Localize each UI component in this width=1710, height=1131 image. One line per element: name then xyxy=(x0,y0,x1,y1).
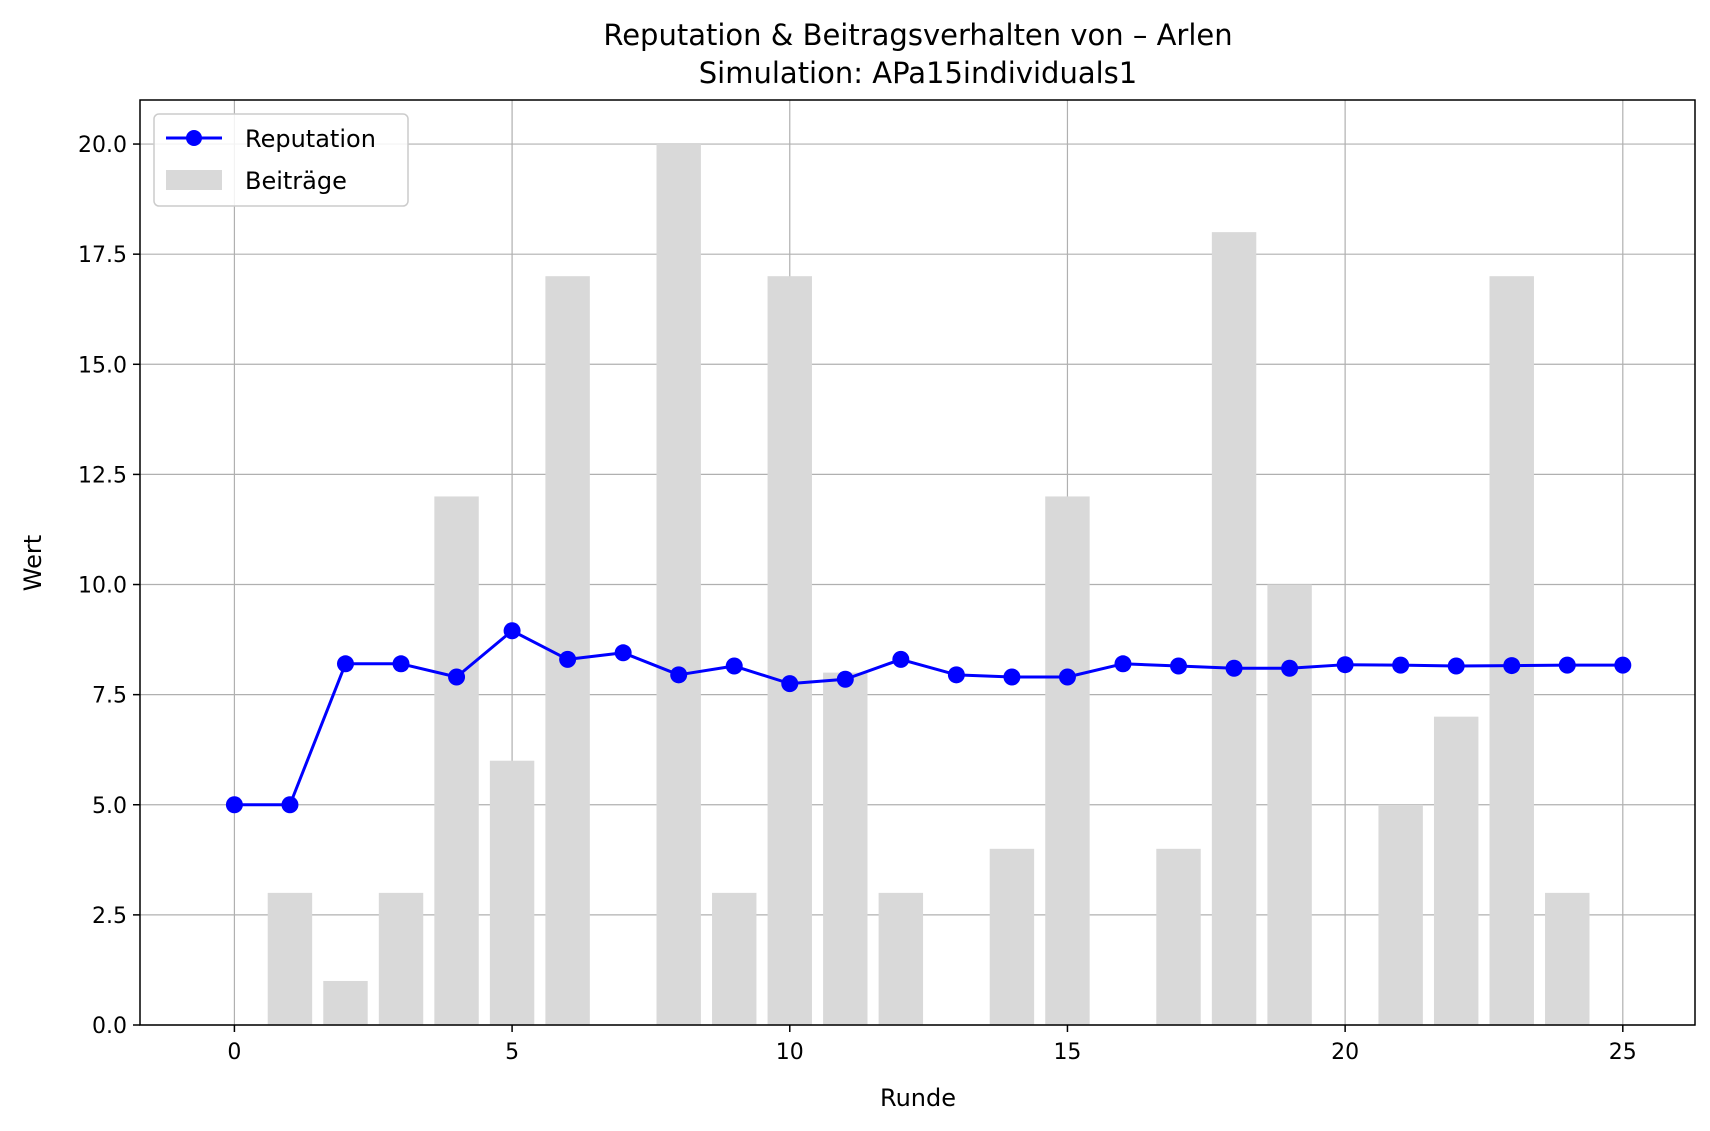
y-tick-label: 0.0 xyxy=(92,1014,127,1039)
legend-beitraege-swatch xyxy=(166,170,222,190)
line-series-reputation xyxy=(225,622,1632,814)
reputation-point xyxy=(281,796,299,814)
chart-subtitle: Simulation: APa15individuals1 xyxy=(699,56,1137,90)
x-tick-label: 5 xyxy=(505,1040,519,1065)
reputation-point xyxy=(225,796,243,814)
y-tick-label: 7.5 xyxy=(92,684,127,709)
reputation-point xyxy=(1058,668,1076,686)
bar-beitrag xyxy=(656,144,701,1026)
bar-beitrag xyxy=(267,892,313,1025)
reputation-point xyxy=(559,650,577,668)
y-tick-label: 15.0 xyxy=(78,353,127,378)
reputation-point xyxy=(1281,659,1299,677)
x-tick-label: 15 xyxy=(1053,1040,1081,1065)
bar-series-beitraege xyxy=(267,144,1590,1026)
y-ticks: 0.0 2.5 5.0 7.5 10.0 12.5 15.0 17.5 20.0 xyxy=(78,133,140,1039)
x-tick-label: 20 xyxy=(1331,1040,1359,1065)
reputation-point xyxy=(781,675,799,693)
legend-beitraege-label: Beiträge xyxy=(245,167,347,195)
y-axis-label: Wert xyxy=(19,535,47,591)
bar-beitrag xyxy=(1156,848,1201,1025)
bar-beitrag xyxy=(1489,276,1534,1025)
reputation-point xyxy=(1336,656,1354,674)
y-tick-label: 5.0 xyxy=(92,794,127,819)
x-tick-label: 10 xyxy=(776,1040,804,1065)
reputation-point xyxy=(725,657,743,675)
reputation-point xyxy=(1614,656,1632,674)
reputation-point xyxy=(1503,657,1521,675)
reputation-point xyxy=(836,670,854,688)
bar-beitrag xyxy=(1545,892,1590,1025)
reputation-point xyxy=(614,644,632,662)
reputation-point xyxy=(392,655,410,673)
reputation-point xyxy=(1447,657,1465,675)
chart-title: Reputation & Beitragsverhalten von – Arl… xyxy=(603,18,1232,52)
bar-beitrag xyxy=(1045,496,1090,1025)
x-tick-label: 25 xyxy=(1609,1040,1637,1065)
reputation-point xyxy=(1170,657,1188,675)
bar-beitrag xyxy=(989,848,1035,1025)
bar-beitrag xyxy=(878,892,924,1025)
legend-reputation-marker xyxy=(186,130,202,146)
y-tick-label: 2.5 xyxy=(92,904,127,929)
y-tick-label: 20.0 xyxy=(78,133,127,158)
plot-frame xyxy=(139,99,1696,1026)
reputation-point xyxy=(1392,656,1410,674)
reputation-point xyxy=(670,666,688,684)
bar-beitrag xyxy=(323,980,368,1025)
bar-beitrag xyxy=(1378,804,1423,1025)
bar-beitrag xyxy=(1267,584,1312,1025)
y-tick-label: 12.5 xyxy=(78,463,127,488)
x-axis-label: Runde xyxy=(880,1084,956,1112)
reputation-point xyxy=(503,622,521,640)
x-tick-label: 0 xyxy=(227,1040,241,1065)
bar-beitrag xyxy=(489,760,535,1025)
bar-beitrag xyxy=(434,496,479,1025)
bar-beitrag xyxy=(712,892,757,1025)
legend: Reputation Beiträge xyxy=(153,113,409,207)
x-ticks: 0 5 10 15 20 25 xyxy=(227,1025,1637,1065)
bar-beitrag xyxy=(767,276,812,1025)
reputation-point xyxy=(336,655,354,673)
bar-beitrag xyxy=(1433,716,1479,1025)
reputation-point xyxy=(892,650,910,668)
reputation-point xyxy=(947,666,965,684)
reputation-point xyxy=(1225,659,1243,677)
reputation-point xyxy=(1003,668,1021,686)
reputation-point xyxy=(1114,655,1132,673)
bar-beitrag xyxy=(378,892,424,1025)
bar-beitrag xyxy=(823,672,868,1025)
legend-reputation-label: Reputation xyxy=(245,125,376,153)
reputation-point xyxy=(448,668,466,686)
y-tick-label: 17.5 xyxy=(78,243,127,268)
bar-beitrag xyxy=(1211,232,1257,1026)
reputation-point xyxy=(1558,656,1576,674)
y-tick-label: 10.0 xyxy=(78,574,127,599)
reputation-line xyxy=(234,629,1623,807)
